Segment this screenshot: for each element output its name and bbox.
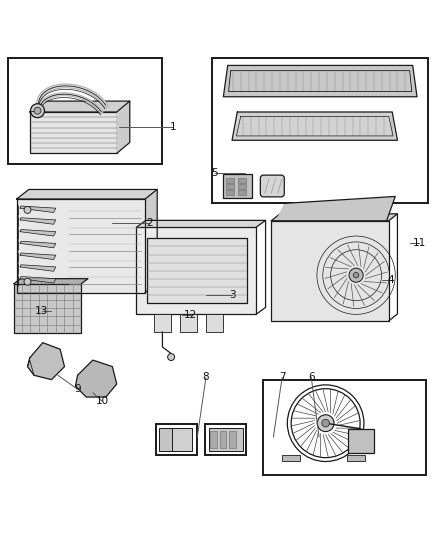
Polygon shape — [276, 197, 395, 221]
Bar — [271, 221, 389, 321]
Text: 9: 9 — [74, 384, 81, 394]
Polygon shape — [14, 279, 88, 284]
Polygon shape — [271, 214, 397, 221]
Polygon shape — [30, 101, 130, 112]
Bar — [159, 427, 179, 451]
Polygon shape — [20, 277, 56, 283]
Polygon shape — [232, 112, 397, 140]
Bar — [226, 177, 234, 182]
Polygon shape — [17, 199, 145, 293]
Text: 8: 8 — [203, 373, 209, 383]
Polygon shape — [136, 220, 265, 228]
Circle shape — [317, 415, 334, 432]
Text: 10: 10 — [96, 397, 109, 407]
Bar — [210, 431, 217, 448]
Bar — [230, 431, 236, 448]
Bar — [238, 184, 246, 189]
Polygon shape — [20, 253, 56, 260]
Bar — [226, 184, 234, 189]
Polygon shape — [20, 206, 56, 213]
Text: 7: 7 — [279, 373, 286, 383]
Bar — [205, 424, 247, 455]
Bar — [154, 314, 171, 332]
Bar — [156, 424, 197, 455]
Bar — [180, 314, 197, 332]
Polygon shape — [271, 221, 389, 321]
Text: 3: 3 — [229, 290, 235, 300]
Bar — [8, 58, 162, 164]
Text: 2: 2 — [146, 218, 153, 228]
Text: 12: 12 — [184, 310, 198, 320]
Text: 5: 5 — [212, 168, 218, 178]
Circle shape — [31, 104, 45, 118]
Bar — [262, 379, 426, 475]
Text: 13: 13 — [35, 306, 49, 316]
Polygon shape — [117, 101, 130, 154]
Polygon shape — [223, 66, 417, 97]
Polygon shape — [28, 343, 64, 379]
FancyBboxPatch shape — [260, 175, 284, 197]
Circle shape — [168, 353, 175, 360]
Bar — [347, 455, 365, 462]
Bar — [173, 427, 192, 451]
Bar — [206, 314, 223, 332]
Bar — [348, 429, 374, 453]
Circle shape — [322, 419, 329, 427]
Bar — [17, 199, 145, 293]
Bar — [136, 228, 256, 314]
Bar — [238, 177, 246, 182]
Polygon shape — [136, 228, 256, 314]
Text: 11: 11 — [413, 238, 426, 247]
Text: 1: 1 — [170, 122, 177, 132]
Polygon shape — [75, 360, 117, 397]
Circle shape — [353, 272, 359, 278]
Bar — [238, 190, 246, 195]
Bar — [282, 455, 300, 462]
Bar — [220, 431, 226, 448]
Bar — [14, 284, 81, 333]
Bar — [223, 174, 252, 198]
Circle shape — [349, 268, 363, 282]
Bar — [226, 190, 234, 195]
Polygon shape — [20, 265, 56, 271]
Polygon shape — [14, 284, 81, 333]
Bar — [30, 112, 117, 154]
Polygon shape — [20, 218, 56, 224]
Polygon shape — [17, 189, 157, 199]
Text: 6: 6 — [308, 373, 314, 383]
Polygon shape — [145, 189, 157, 293]
Text: 4: 4 — [388, 274, 394, 285]
Polygon shape — [20, 241, 56, 248]
Circle shape — [34, 107, 41, 114]
Polygon shape — [20, 230, 56, 236]
Circle shape — [24, 206, 31, 213]
Circle shape — [24, 278, 31, 285]
Bar — [208, 428, 243, 450]
Bar — [147, 238, 247, 303]
Bar — [212, 58, 428, 204]
